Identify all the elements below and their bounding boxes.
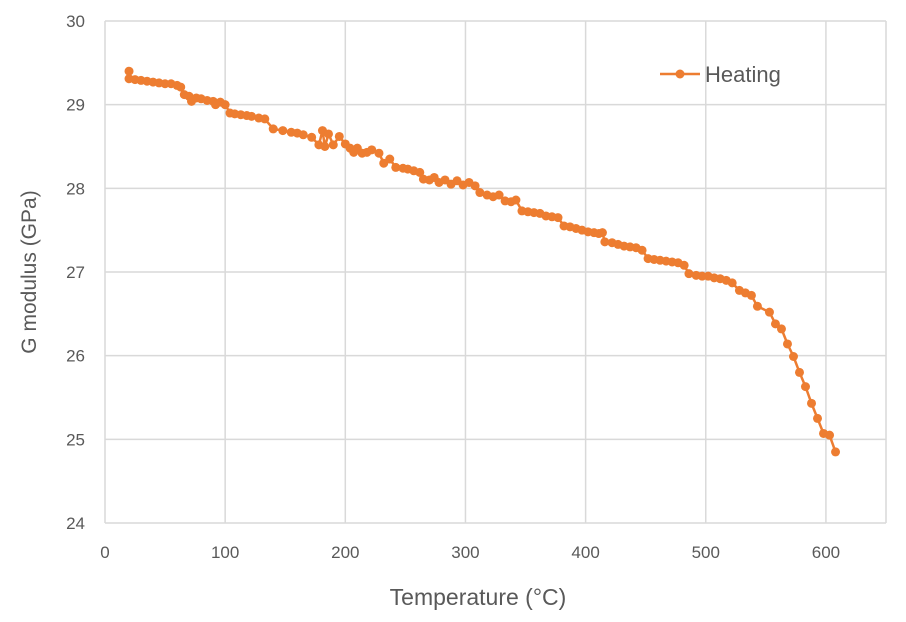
- data-point: [752, 301, 762, 311]
- data-point: [600, 237, 610, 247]
- gridlines: [104, 20, 887, 524]
- data-point: [320, 142, 330, 151]
- data-point: [746, 290, 756, 300]
- data-point: [385, 154, 395, 164]
- data-point: [637, 245, 647, 255]
- series-heating: [124, 66, 841, 457]
- data-point: [511, 195, 521, 205]
- data-point: [679, 260, 689, 270]
- y-tick-labels: 24 25 26 27 28 29 30: [66, 12, 85, 533]
- y-tick-label: 24: [66, 514, 85, 533]
- y-tick-label: 25: [66, 430, 85, 449]
- data-point: [220, 100, 230, 110]
- data-point: [298, 130, 308, 140]
- data-point: [374, 148, 384, 158]
- data-point: [813, 413, 823, 423]
- legend-label: Heating: [705, 62, 781, 87]
- y-tick-label: 29: [66, 96, 85, 115]
- data-point: [684, 269, 694, 279]
- data-point: [391, 162, 401, 172]
- data-point: [794, 367, 804, 377]
- data-point: [776, 324, 786, 334]
- data-point: [831, 447, 841, 457]
- data-point: [278, 126, 288, 136]
- data-point: [323, 129, 333, 139]
- legend-marker: [675, 69, 685, 79]
- data-point: [124, 66, 134, 76]
- data-point: [367, 145, 377, 155]
- x-tick-label: 300: [451, 543, 479, 562]
- data-point: [268, 124, 278, 134]
- data-point: [597, 228, 607, 238]
- y-tick-label: 30: [66, 12, 85, 31]
- data-point: [494, 190, 504, 200]
- data-point: [415, 167, 425, 177]
- x-axis-label: Temperature (°C): [390, 584, 567, 610]
- data-point: [247, 111, 257, 121]
- data-point: [470, 181, 480, 191]
- x-tick-labels: 0 100 200 300 400 500 600: [100, 543, 840, 562]
- data-point: [553, 213, 563, 223]
- x-tick-label: 100: [211, 543, 239, 562]
- y-tick-label: 28: [66, 179, 85, 198]
- data-point: [334, 131, 344, 141]
- y-tick-label: 27: [66, 263, 85, 282]
- data-point: [328, 140, 338, 150]
- legend: Heating: [660, 62, 781, 87]
- data-point: [800, 382, 810, 392]
- x-tick-label: 400: [571, 543, 599, 562]
- x-tick-label: 0: [100, 543, 109, 562]
- data-point: [825, 430, 835, 440]
- y-tick-label: 26: [66, 347, 85, 366]
- data-point: [782, 339, 792, 349]
- data-point: [764, 307, 774, 317]
- x-tick-label: 200: [331, 543, 359, 562]
- data-point: [475, 188, 485, 198]
- data-point: [807, 398, 817, 408]
- data-point: [260, 114, 270, 124]
- x-tick-label: 600: [812, 543, 840, 562]
- data-point: [176, 82, 186, 92]
- series-line: [127, 71, 837, 453]
- data-point: [770, 319, 780, 329]
- x-tick-label: 500: [692, 543, 720, 562]
- data-point: [307, 132, 317, 142]
- data-point: [727, 278, 737, 288]
- data-point: [788, 352, 798, 362]
- y-axis-label: G modulus (GPa): [18, 190, 41, 353]
